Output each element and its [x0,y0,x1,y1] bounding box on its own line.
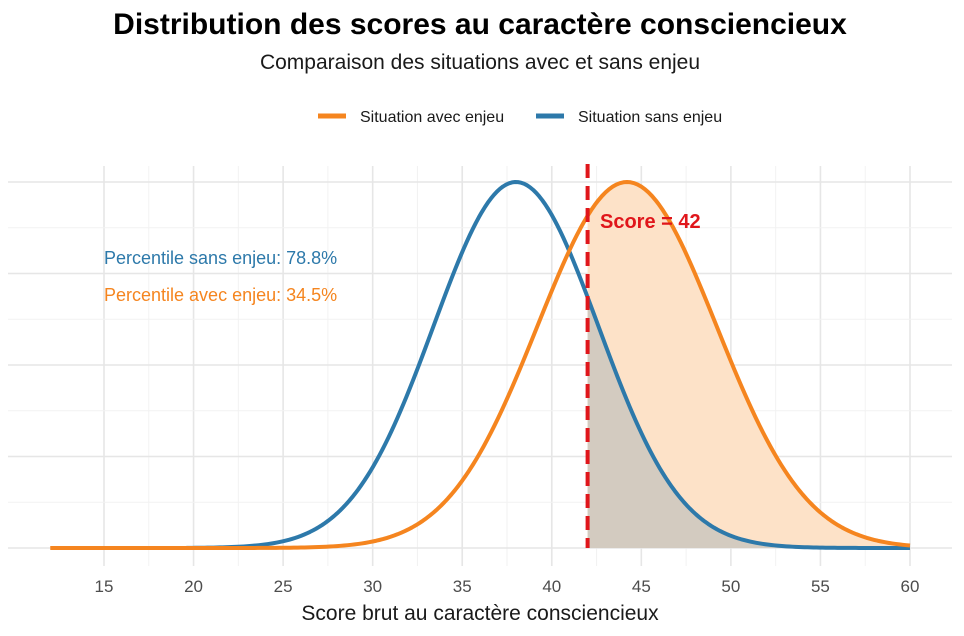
legend-label-sans: Situation sans enjeu [578,109,722,126]
series-line-sans-enjeu [186,180,910,550]
x-tick-label: 40 [542,577,561,596]
annotation-percentile-sans: Percentile sans enjeu: 78.8% [104,248,337,268]
x-tick-label: 50 [721,577,740,596]
area-fill-sans-enjeu [587,297,910,548]
x-tick-label: 15 [95,577,114,596]
fills [587,182,910,548]
x-ticks: 15 20 25 30 35 40 45 50 55 60 [95,577,920,596]
x-tick-label: 25 [274,577,293,596]
x-tick-label: 55 [811,577,830,596]
reference-line-label: Score = 42 [600,211,701,233]
chart-subtitle: Comparaison des situations avec et sans … [260,51,700,74]
x-axis-label: Score brut au caractère consciencieux [301,602,659,625]
x-tick-label: 35 [453,577,472,596]
x-tick-label: 20 [184,577,203,596]
x-tick-label: 30 [363,577,382,596]
annotation-percentile-avec: Percentile avec enjeu: 34.5% [104,285,337,305]
chart-title: Distribution des scores au caractère con… [113,8,847,41]
legend: Situation avec enjeu Situation sans enje… [318,109,722,126]
curves [50,180,911,550]
x-tick-label: 45 [632,577,651,596]
area-fill-avec-enjeu [587,182,910,548]
legend-label-avec: Situation avec enjeu [360,109,504,126]
series-line-avec-enjeu [50,180,911,550]
x-tick-label: 60 [901,577,920,596]
